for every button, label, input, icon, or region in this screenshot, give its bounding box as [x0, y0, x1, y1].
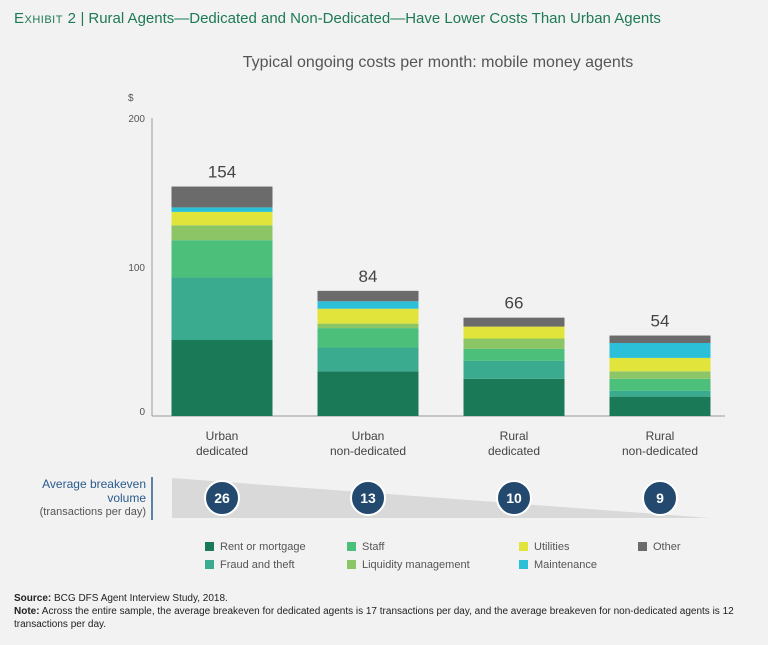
- bar-segment: [171, 211, 273, 226]
- legend-label: Rent or mortgage: [220, 541, 306, 553]
- bar-segment: [463, 317, 565, 327]
- breakeven-title: Average breakeven volume: [42, 477, 146, 505]
- bar-segment: [171, 340, 273, 416]
- y-tick-label: 200: [128, 114, 145, 125]
- legend-item: Utilities: [519, 541, 569, 553]
- bar-total-label: 66: [505, 294, 524, 313]
- breakeven-label: Average breakeven volume (transactions p…: [36, 477, 146, 519]
- note-line: Note: Across the entire sample, the aver…: [14, 605, 754, 631]
- exhibit-title: Exhibit 2 | Rural Agents—Dedicated and Non…: [14, 10, 661, 27]
- x-tick-label: Urban: [352, 429, 385, 443]
- bar-total-label: 54: [651, 312, 670, 331]
- bar-segment: [609, 378, 711, 391]
- bar-segment: [317, 290, 419, 302]
- footer: Source: BCG DFS Agent Interview Study, 2…: [14, 592, 754, 631]
- bar-segment: [463, 348, 565, 361]
- x-tick-label: dedicated: [196, 444, 248, 458]
- breakeven-wedge: [172, 478, 710, 518]
- legend-label: Maintenance: [534, 559, 597, 571]
- bar-segment: [609, 335, 711, 343]
- bar-segment: [609, 371, 711, 379]
- bar-segment: [171, 225, 273, 241]
- x-tick-label: non-dedicated: [330, 444, 406, 458]
- legend-label: Fraud and theft: [220, 559, 295, 571]
- breakeven-value: 13: [360, 490, 376, 506]
- legend-swatch: [519, 542, 528, 551]
- legend-label: Other: [653, 541, 681, 553]
- legend-swatch: [638, 542, 647, 551]
- bar-segment: [171, 277, 273, 341]
- legend-swatch: [519, 560, 528, 569]
- bar-segment: [317, 328, 419, 348]
- breakeven-circle: [496, 480, 532, 516]
- legend-item: Maintenance: [519, 559, 597, 571]
- legend-label: Staff: [362, 541, 385, 553]
- source-label: Source:: [14, 593, 52, 604]
- bar-segment: [171, 186, 273, 208]
- legend-swatch: [347, 542, 356, 551]
- bar-total-label: 154: [208, 163, 236, 182]
- breakeven-circle: [642, 480, 678, 516]
- y-axis: 0 100 200: [128, 114, 145, 418]
- x-tick-label: Rural: [646, 429, 675, 443]
- legend-item: Rent or mortgage: [205, 541, 306, 553]
- bar-segment: [609, 396, 711, 416]
- source-line: Source: BCG DFS Agent Interview Study, 2…: [14, 592, 754, 605]
- bar-segment: [609, 342, 711, 358]
- x-tick-label: Rural: [500, 429, 529, 443]
- legend-label: Utilities: [534, 541, 570, 553]
- legend-item: Other: [638, 541, 681, 553]
- breakeven-circle: [350, 480, 386, 516]
- bar-segment: [317, 308, 419, 324]
- breakeven-circle: [204, 480, 240, 516]
- bar-segment: [463, 338, 565, 349]
- legend-item: Staff: [347, 541, 384, 553]
- legend-label: Liquidity management: [362, 559, 470, 571]
- x-tick-labels: UrbandedicatedUrbannon-dedicatedRuralded…: [196, 429, 698, 458]
- breakeven-subtitle: (transactions per day): [39, 506, 146, 518]
- chart-title: Typical ongoing costs per month: mobile …: [243, 54, 633, 71]
- bars-group: 154 84 66 54: [171, 163, 711, 416]
- bar-segment: [317, 371, 419, 416]
- exhibit-headline: Rural Agents—Dedicated and Non-Dedicated…: [88, 10, 661, 27]
- legend-item: Liquidity management: [347, 559, 470, 571]
- bar-segment: [171, 207, 273, 212]
- exhibit-label: Exhibit 2: [14, 10, 77, 27]
- y-tick-label: 0: [139, 407, 145, 418]
- legend-item: Fraud and theft: [205, 559, 295, 571]
- x-tick-label: non-dedicated: [622, 444, 698, 458]
- bar-segment: [463, 326, 565, 339]
- breakeven-circles: 26 13 10 9: [204, 480, 678, 516]
- exhibit-separator: |: [80, 10, 85, 27]
- note-label: Note:: [14, 606, 40, 617]
- bar-segment: [463, 360, 565, 379]
- stacked-bar-chart: Typical ongoing costs per month: mobile …: [128, 54, 725, 520]
- legend-swatch: [347, 560, 356, 569]
- bar-segment: [609, 357, 711, 372]
- bar-segment: [317, 301, 419, 309]
- bar-total-label: 84: [359, 267, 378, 286]
- x-tick-label: Urban: [206, 429, 239, 443]
- breakeven-value: 9: [656, 490, 664, 506]
- x-tick-label: dedicated: [488, 444, 540, 458]
- y-tick-label: 100: [128, 263, 145, 274]
- note-text: Across the entire sample, the average br…: [14, 606, 734, 630]
- breakeven-value: 10: [506, 490, 522, 506]
- bar-segment: [609, 390, 711, 397]
- legend-swatch: [205, 542, 214, 551]
- breakeven-value: 26: [214, 490, 230, 506]
- legend-swatch: [205, 560, 214, 569]
- bar-segment: [463, 378, 565, 416]
- bar-segment: [171, 240, 273, 278]
- bar-segment: [317, 323, 419, 329]
- y-axis-label: $: [128, 93, 134, 104]
- bar-segment: [317, 347, 419, 372]
- source-text: BCG DFS Agent Interview Study, 2018.: [54, 593, 228, 604]
